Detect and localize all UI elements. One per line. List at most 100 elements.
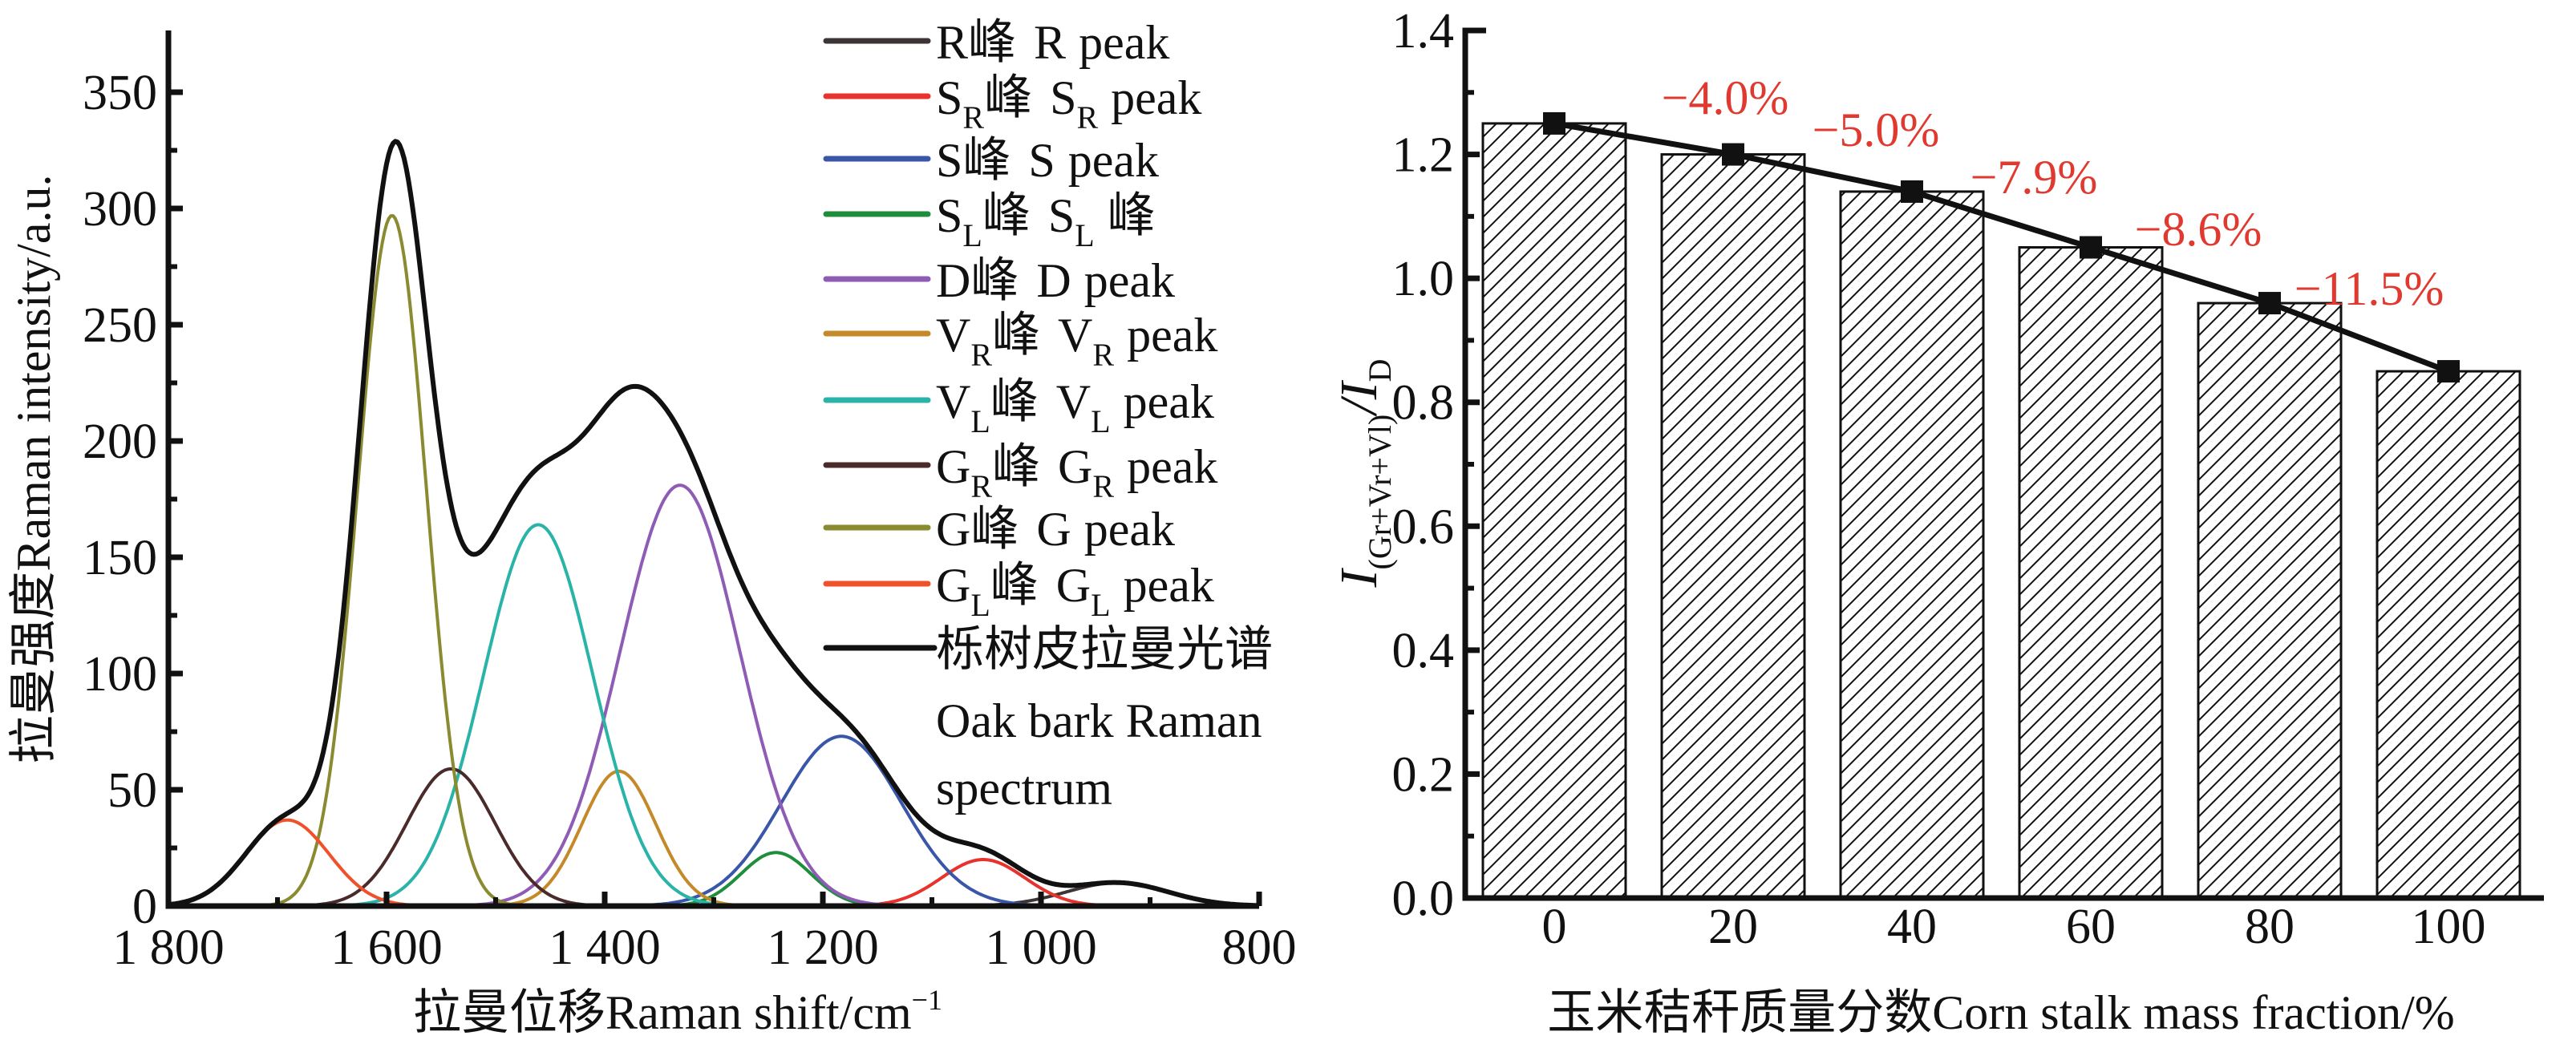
y-tick-label: 250	[83, 298, 157, 353]
x-tick-label: 1 200	[767, 920, 879, 975]
legend-item-spectrum: 栎树皮拉曼光谱 Oak bark Raman spectrum	[823, 623, 1273, 815]
legend-label-en-symbol: G	[1056, 559, 1091, 612]
legend-label-symbol: D	[936, 254, 970, 307]
bar-40	[1839, 190, 1985, 900]
right-y-axis-title: I(Gr+Vr+Vl)/ID	[1330, 359, 1398, 589]
legend-label-en-subscript: R	[1076, 99, 1098, 136]
marker-80	[2258, 292, 2281, 315]
legend-label-cn: 峰	[970, 254, 1019, 307]
bar-60	[2018, 246, 2164, 900]
legend-item-7: GR峰 GR peak	[823, 440, 1217, 504]
right-x-ticks: 0 20 40 60 80 100	[1542, 900, 2486, 954]
left-y-axis-title: 拉曼强度Raman intensity/a.u.	[7, 175, 60, 764]
legend-label-symbol: S	[936, 134, 962, 187]
legend-label-en-symbol: V	[1058, 309, 1092, 362]
legend-label-en-symbol: G	[1058, 440, 1092, 493]
change-label: −8.6%	[2135, 203, 2262, 256]
change-label: −11.5%	[2295, 262, 2444, 315]
left-y-title-cn: 拉曼强度	[7, 571, 60, 763]
y-tick-label: 50	[107, 763, 157, 818]
legend-label-cn: 峰	[992, 440, 1040, 493]
y-tick-label: 150	[83, 531, 157, 585]
peak-curve-9	[168, 818, 1259, 908]
right-x-axis-title: 玉米秸秆质量分数Corn stalk mass fraction/%	[1547, 986, 2455, 1039]
trend-markers	[1543, 111, 2460, 383]
y-tick-label: 1.4	[1392, 4, 1455, 59]
legend-label-cn: 峰	[968, 16, 1016, 69]
bar-20	[1660, 153, 1806, 900]
legend-label-en-tail: peak	[1084, 254, 1175, 307]
legend-label-en-subscript: L	[1075, 217, 1094, 253]
legend-label-cn: 峰	[984, 71, 1032, 124]
y-tick-label: 100	[83, 647, 157, 702]
change-label: −7.9%	[1970, 151, 2098, 204]
marker-20	[1722, 143, 1744, 166]
legend-label-symbol: G	[936, 503, 970, 556]
legend-label-en-tail: peak	[1124, 375, 1214, 428]
left-x-axis-title: 拉曼位移Raman shift/cm−1	[413, 984, 942, 1039]
right-y-ticks: 0.0 0.2 0.4 0.6 0.8 1.0 1.2 1.4	[1392, 4, 1480, 926]
left-y-ticks: 0 50 100 150 200 250 300 350	[83, 66, 183, 934]
y-tick-label: 1.0	[1392, 252, 1455, 306]
legend-label-en-tail: peak	[1079, 16, 1169, 69]
legend-label-subscript: L	[970, 587, 990, 623]
legend-label-en-tail: peak	[1124, 559, 1214, 612]
legend-label-en-symbol: S	[1028, 134, 1055, 187]
legend-label-cn: 峰	[962, 134, 1011, 187]
legend-label-en-subscript: L	[1091, 587, 1110, 623]
x-tick-label: 40	[1887, 900, 1937, 954]
bar-0	[1481, 122, 1627, 900]
x-tick-label: 100	[2412, 900, 2486, 954]
x-tick-label: 1 000	[985, 920, 1097, 975]
legend-label: SL峰 SL 峰	[936, 189, 1156, 253]
y-tick-label: 0.4	[1392, 624, 1455, 678]
legend-label-cn: 栎树皮拉曼光谱	[936, 623, 1273, 676]
y-tick-label: 0.8	[1392, 376, 1455, 431]
left-y-title-en: Raman intensity/a.u.	[7, 175, 60, 572]
legend-label-symbol: G	[936, 559, 970, 612]
legend-label-en-tail: peak	[1084, 503, 1175, 556]
legend-label-en-subscript: L	[1091, 403, 1110, 439]
legend-label-en-line2: spectrum	[936, 762, 1112, 815]
y-tick-label: 0.6	[1392, 500, 1455, 554]
legend-label-symbol: V	[936, 375, 970, 428]
legend-label-symbol: S	[936, 189, 962, 242]
legend-label-en-subscript: R	[1092, 337, 1114, 373]
y-tick-label: 200	[83, 415, 157, 469]
legend-label-en-tail: 峰	[1108, 189, 1156, 242]
legend-label-en-symbol: R	[1034, 16, 1066, 69]
legend-item-9: GL峰 GL peak	[823, 559, 1214, 623]
right-y-title-i: I	[1330, 567, 1388, 588]
x-tick-label: 1 400	[549, 920, 661, 975]
y-tick-label: 300	[83, 182, 157, 237]
legend-label-symbol: V	[936, 309, 970, 362]
marker-40	[1901, 180, 1923, 203]
right-x-title-en: Corn stalk mass fraction/%	[1932, 986, 2455, 1039]
legend-label: GL峰 GL peak	[936, 559, 1214, 623]
bars	[1481, 122, 2521, 900]
legend-label: SR峰 SR peak	[936, 71, 1201, 136]
x-tick-label: 1 600	[330, 920, 443, 975]
y-tick-label: 1.2	[1392, 128, 1455, 183]
right-y-title-slash: /I	[1330, 379, 1388, 417]
legend-label-cn: 峰	[990, 559, 1039, 612]
legend-item-3: SL峰 SL 峰	[823, 189, 1156, 253]
legend-label: VL峰 VL peak	[936, 375, 1214, 439]
x-tick-label: 800	[1222, 920, 1297, 975]
legend-label: VR峰 VR peak	[936, 309, 1217, 373]
x-tick-label: 20	[1708, 900, 1758, 954]
legend-label-en-tail: peak	[1127, 440, 1217, 493]
left-x-ticks: 1 800 1 600 1 400 1 200 1 000 800	[112, 892, 1297, 975]
legend-label-en-line1: Oak bark Raman	[936, 694, 1262, 747]
legend-label-symbol: S	[936, 71, 962, 124]
legend-label-subscript: R	[970, 468, 992, 504]
legend-label: GR峰 GR peak	[936, 440, 1217, 504]
left-x-title-cn: 拉曼位移	[413, 986, 606, 1039]
legend-label-subscript: L	[962, 217, 982, 253]
